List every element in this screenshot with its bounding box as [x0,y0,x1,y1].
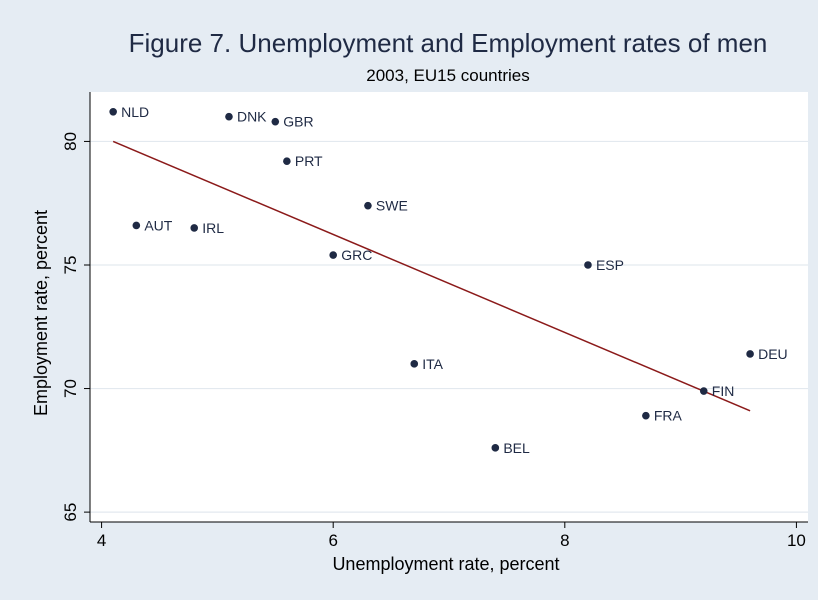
data-point-bel [491,444,500,452]
point-label-prt: PRT [295,153,323,169]
x-tick-label: 8 [560,531,569,550]
data-point-fra [642,411,650,420]
point-label-fin: FIN [712,383,735,399]
point-label-nld: NLD [121,104,149,120]
data-point-nld [109,107,117,116]
data-point-dnk [225,112,233,121]
point-label-dnk: DNK [237,109,267,125]
point-label-fra: FRA [654,408,683,424]
data-point-swe [364,201,372,210]
x-tick-label: 6 [328,531,337,550]
data-point-gbr [271,117,280,126]
point-label-grc: GRC [341,247,372,263]
tick-layer: 4 6 8 10 65 70 75 80 [61,132,806,550]
point-label-bel: BEL [503,440,530,456]
points-layer: NLD DNK GBR PRT SWE AUT IRL GRC ESP ITA DEU FIN FRA B… [109,104,788,456]
data-point-prt [283,157,291,165]
point-label-aut: AUT [144,217,172,233]
point-label-esp: ESP [596,257,624,273]
plot-area [90,92,808,522]
y-axis-title: Employment rate, percent [31,210,51,416]
x-tick-label: 10 [787,531,806,550]
y-tick-label: 80 [61,132,80,151]
y-tick-label: 70 [61,379,80,398]
data-point-ita [410,360,419,368]
x-tick-label: 4 [97,531,106,550]
data-point-irl [190,224,199,232]
data-point-aut [132,221,141,230]
data-point-grc [329,251,337,259]
point-label-irl: IRL [202,220,224,236]
point-label-ita: ITA [422,356,443,372]
chart-subtitle: 2003, EU15 countries [366,66,530,85]
x-axis-title: Unemployment rate, percent [332,554,559,574]
point-label-swe: SWE [376,198,408,214]
data-point-fin [699,387,708,395]
chart-title: Figure 7. Unemployment and Employment ra… [129,28,768,58]
data-point-esp [584,261,592,269]
point-label-deu: DEU [758,346,788,362]
y-tick-label: 65 [61,503,80,522]
grid-layer [90,140,808,513]
point-label-gbr: GBR [283,114,313,130]
fit-line [112,140,751,412]
data-point-deu [746,350,754,358]
y-tick-label: 75 [61,256,80,275]
